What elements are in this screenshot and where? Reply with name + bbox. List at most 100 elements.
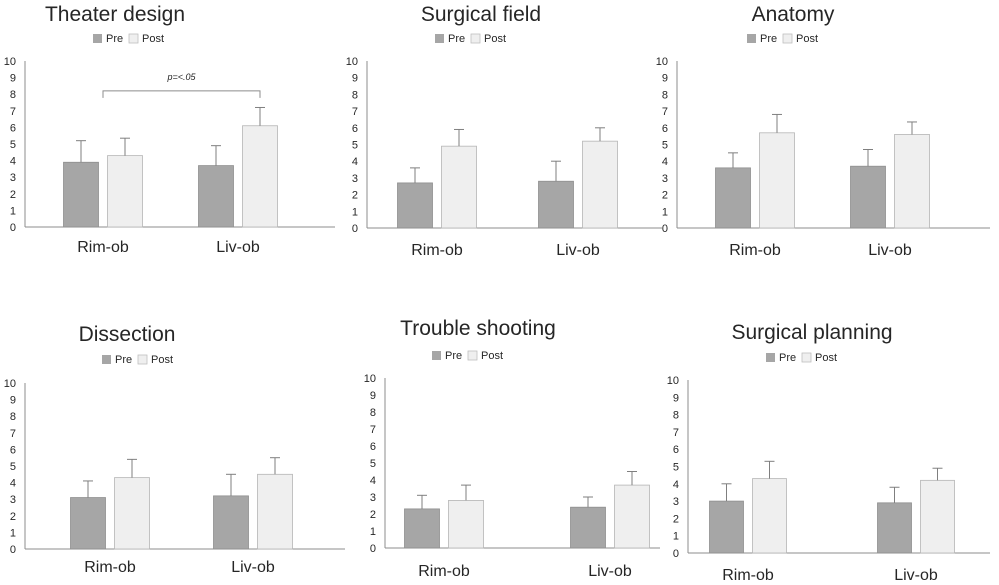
- y-tick-label: 4: [10, 156, 16, 168]
- y-tick-label: 9: [662, 73, 668, 85]
- y-tick-label: 2: [352, 190, 358, 202]
- chart-title: Anatomy: [752, 3, 835, 26]
- bar-post-rim-ob: [752, 478, 787, 554]
- chart-legend: Pre Post: [435, 33, 506, 45]
- y-tick-label: 0: [352, 223, 358, 235]
- y-tick-label: 1: [10, 205, 16, 217]
- bar-post-liv-ob: [920, 479, 955, 554]
- x-category-label: Rim-ob: [77, 239, 129, 256]
- legend-label-pre: Pre: [445, 350, 462, 362]
- chart-panel-4: Dissection Pre Post 0 1 2 3 4 5 6 7 8 9 10 Rim-ob Liv-o…: [4, 323, 345, 576]
- y-tick-label: 3: [370, 492, 376, 504]
- y-tick-label: 4: [352, 156, 358, 168]
- bar-post-liv-ob: [242, 125, 278, 228]
- y-tick-label: 10: [364, 373, 376, 385]
- legend-swatch-post: [137, 354, 148, 365]
- y-tick-label: 8: [673, 410, 679, 422]
- chart-title: Surgical field: [421, 3, 541, 26]
- legend-swatch-post: [128, 33, 139, 44]
- y-tick-label: 7: [673, 427, 679, 439]
- y-tick-label: 4: [662, 156, 668, 168]
- bar-post-liv-ob: [894, 134, 930, 229]
- y-tick-label: 3: [10, 172, 16, 184]
- x-category-label: Liv-ob: [588, 563, 632, 580]
- y-tick-label: 7: [352, 106, 358, 118]
- y-tick-label: 5: [673, 462, 679, 474]
- bar-pre-liv-ob: [213, 495, 249, 550]
- y-tick-label: 0: [10, 222, 16, 234]
- y-tick-label: 1: [10, 527, 16, 539]
- y-tick-label: 8: [662, 89, 668, 101]
- y-tick-label: 8: [352, 89, 358, 101]
- y-tick-label: 7: [10, 106, 16, 118]
- y-tick-label: 6: [673, 444, 679, 456]
- bar-pre-liv-ob: [538, 180, 574, 229]
- y-tick-label: 0: [662, 223, 668, 235]
- significance-label: p=<.05: [166, 72, 196, 82]
- legend-swatch-pre: [747, 34, 756, 43]
- y-tick-label: 3: [662, 173, 668, 185]
- y-tick-label: 6: [10, 122, 16, 134]
- y-tick-label: 9: [352, 73, 358, 85]
- chart-title: Surgical planning: [731, 321, 892, 344]
- chart-panel-5: Trouble shooting Pre Post 0 1 2 3 4 5 6 7 8 9 10 Rim-o…: [364, 317, 660, 580]
- bar-post-liv-ob: [257, 473, 293, 550]
- legend-swatch-post: [801, 352, 812, 363]
- chart-panel-1: Theater design Pre Post 0 1 2 3 4 5 6 7 8 9 10 Rim-ob L…: [4, 3, 335, 256]
- y-tick-label: 6: [352, 123, 358, 135]
- chart-title: Theater design: [45, 3, 185, 26]
- y-tick-label: 10: [4, 378, 16, 390]
- x-category-label: Rim-ob: [84, 559, 136, 576]
- y-tick-label: 10: [346, 56, 358, 68]
- legend-label-post: Post: [481, 350, 503, 362]
- y-tick-label: 5: [352, 140, 358, 152]
- bar-pre-rim-ob: [715, 167, 751, 229]
- bar-pre-liv-ob: [850, 165, 886, 229]
- y-tick-label: 1: [370, 526, 376, 538]
- y-tick-label: 3: [352, 173, 358, 185]
- y-tick-label: 6: [370, 441, 376, 453]
- bracket-line: [102, 90, 261, 98]
- y-tick-label: 2: [10, 511, 16, 523]
- y-tick-label: 8: [370, 407, 376, 419]
- y-tick-label: 4: [10, 478, 16, 490]
- legend-swatch-post: [782, 33, 793, 44]
- legend-label-pre: Pre: [760, 33, 777, 45]
- x-category-label: Liv-ob: [556, 242, 600, 259]
- legend-label-pre: Pre: [448, 33, 465, 45]
- y-tick-label: 10: [4, 56, 16, 68]
- y-tick-label: 0: [673, 548, 679, 560]
- y-tick-label: 0: [10, 544, 16, 556]
- y-tick-label: 7: [662, 106, 668, 118]
- legend-swatch-pre: [432, 351, 441, 360]
- y-tick-label: 5: [370, 458, 376, 470]
- legend-label-post: Post: [151, 354, 173, 366]
- legend-label-post: Post: [796, 33, 818, 45]
- chart-panel-3: Anatomy Pre Post 0 1 2 3 4 5 6 7 8 9 10 Rim-ob Liv-ob: [656, 3, 990, 259]
- legend-label-post: Post: [484, 33, 506, 45]
- y-tick-label: 7: [370, 424, 376, 436]
- bar-pre-liv-ob: [198, 165, 234, 228]
- legend-swatch-pre: [766, 353, 775, 362]
- significance-bracket: p=<.05: [102, 72, 261, 98]
- y-tick-label: 8: [10, 89, 16, 101]
- bar-pre-rim-ob: [70, 497, 106, 550]
- x-category-label: Rim-ob: [729, 242, 781, 259]
- legend-swatch-pre: [435, 34, 444, 43]
- x-category-label: Liv-ob: [894, 567, 938, 584]
- bar-pre-rim-ob: [397, 182, 433, 229]
- y-tick-label: 8: [10, 411, 16, 423]
- chart-panel-6: Surgical planning Pre Post 0 1 2 3 4 5 6 7 8 9 10 Rim-…: [667, 321, 990, 584]
- chart-legend: Pre Post: [432, 350, 503, 362]
- bar-pre-liv-ob: [877, 502, 912, 554]
- chart-title: Dissection: [79, 323, 176, 346]
- x-category-label: Liv-ob: [231, 559, 275, 576]
- bar-post-rim-ob: [107, 155, 143, 228]
- bar-pre-rim-ob: [63, 161, 99, 228]
- bar-pre-liv-ob: [570, 506, 606, 549]
- bar-post-rim-ob: [441, 145, 477, 229]
- x-category-label: Rim-ob: [418, 563, 470, 580]
- bar-post-rim-ob: [448, 499, 484, 549]
- y-tick-label: 1: [673, 531, 679, 543]
